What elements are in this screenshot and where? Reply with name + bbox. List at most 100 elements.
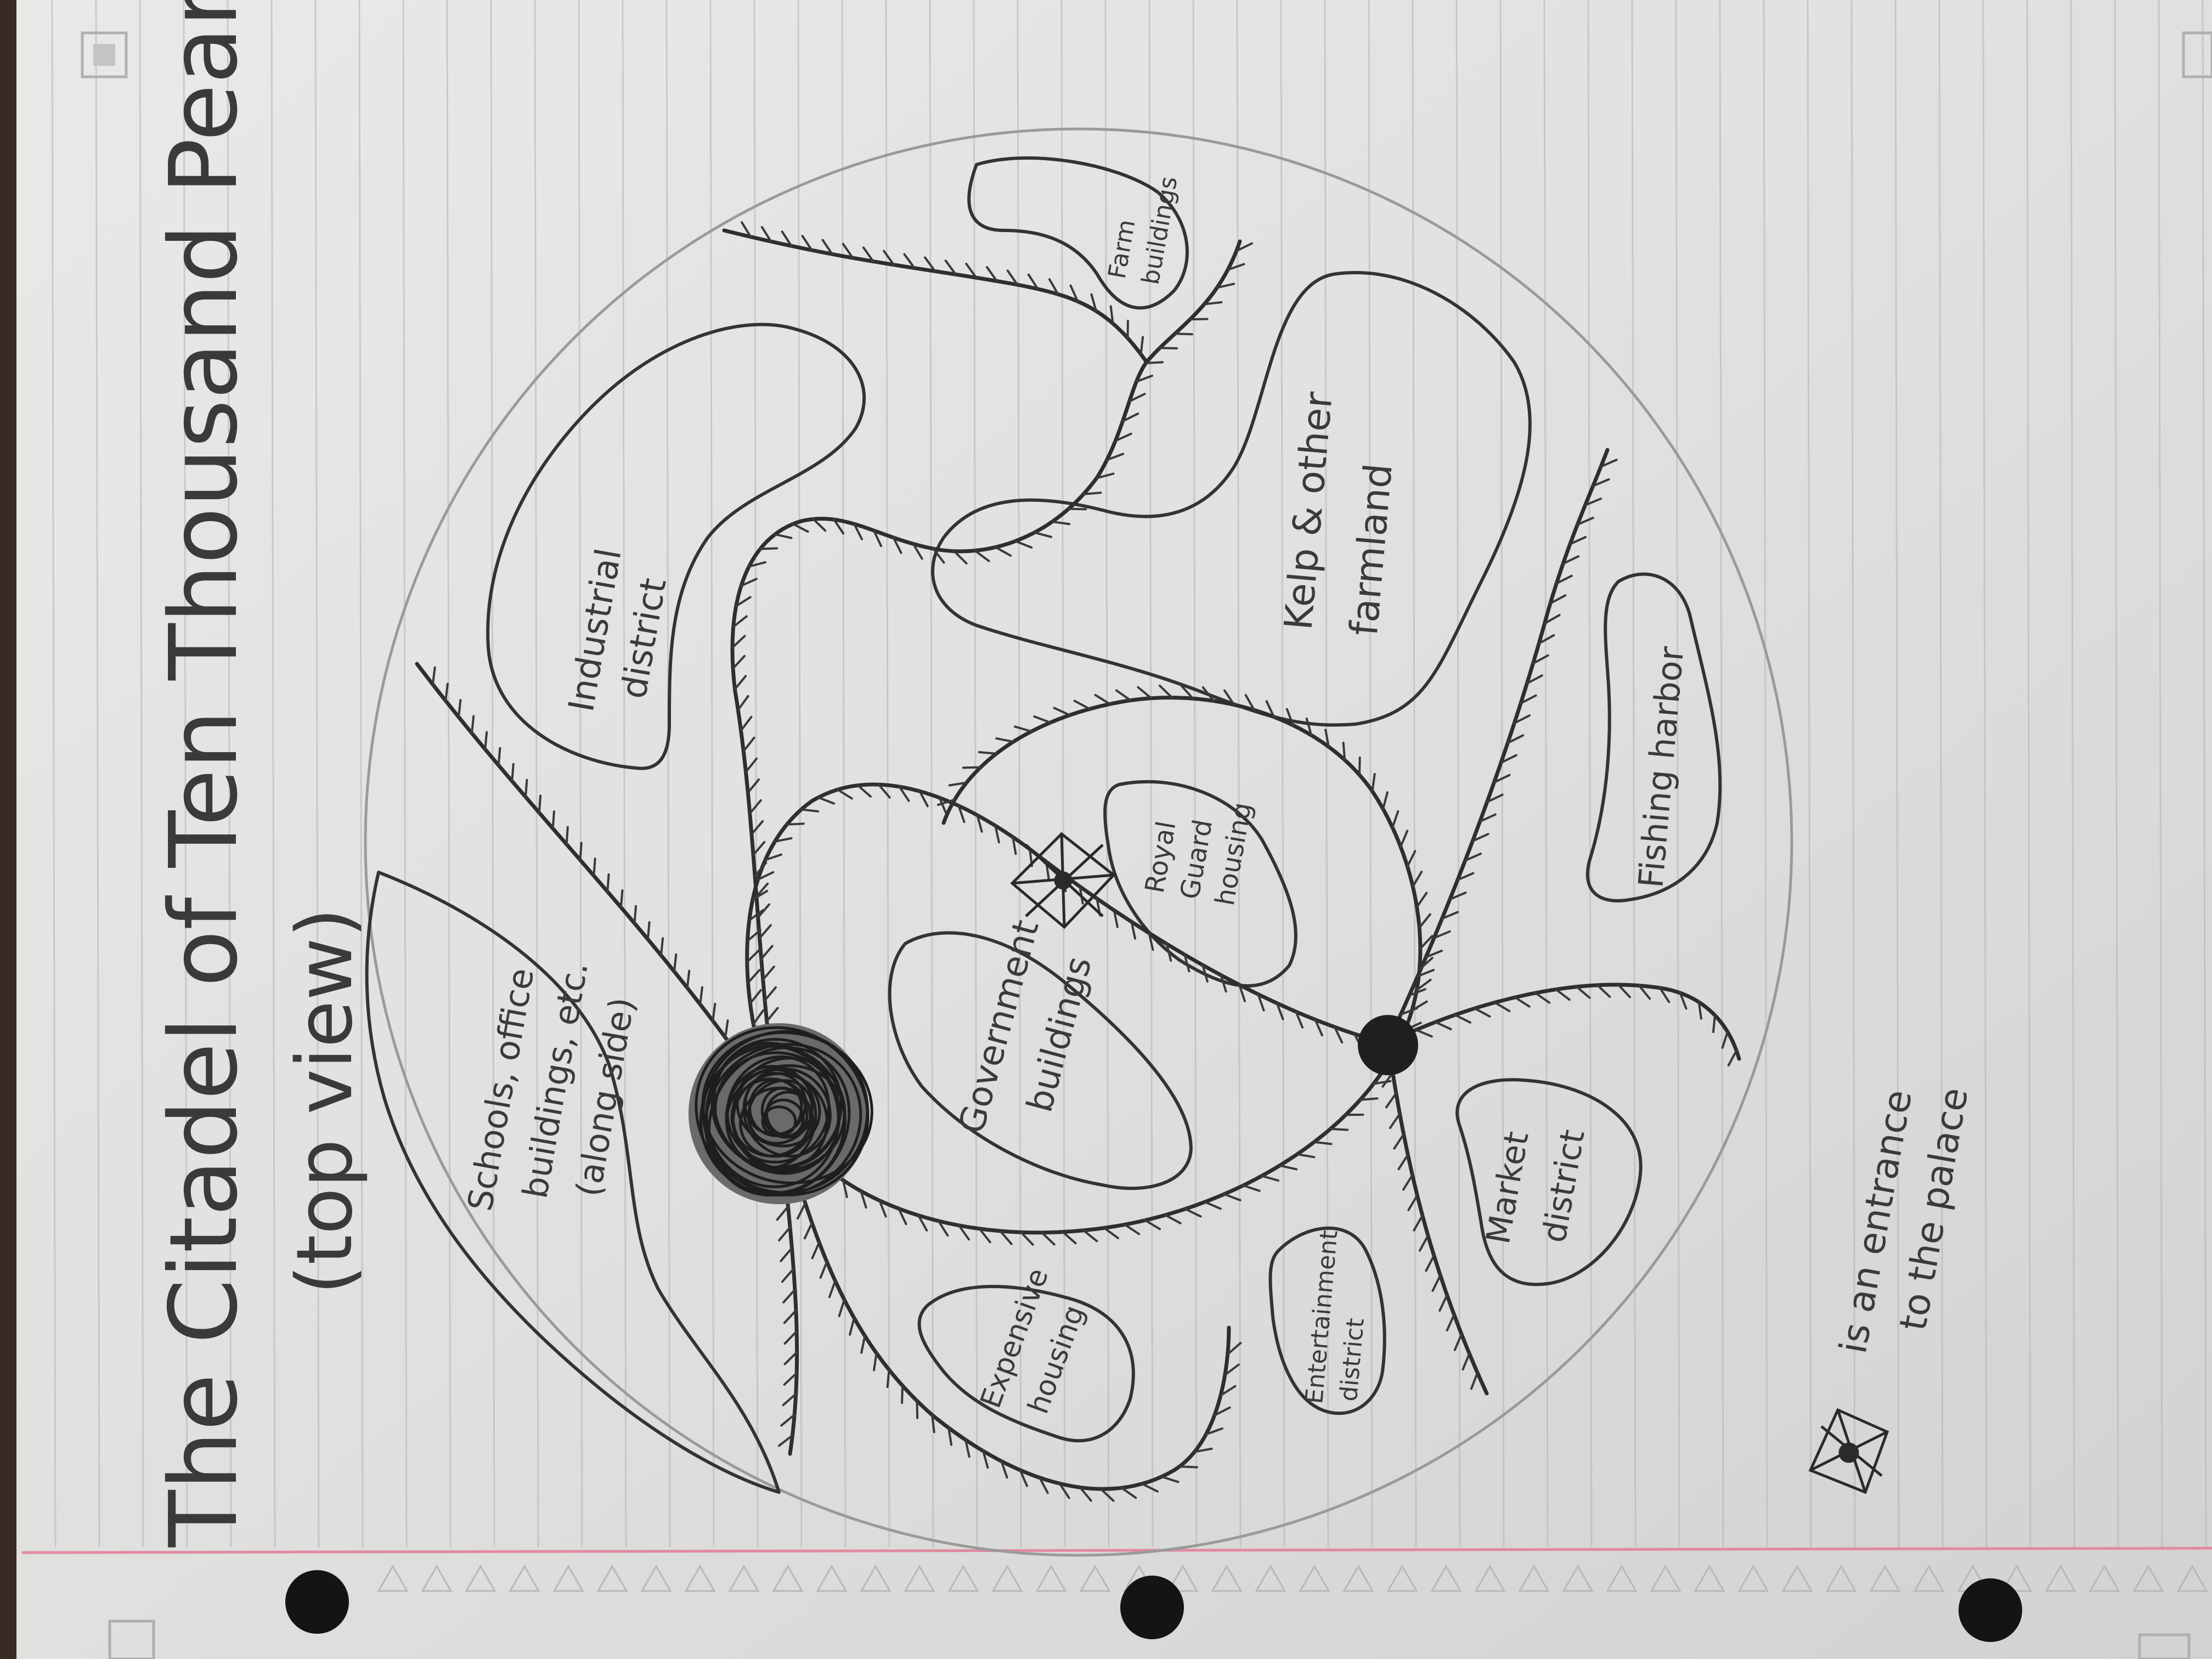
road-tick xyxy=(1020,1231,1034,1246)
ruled-line xyxy=(95,0,100,1548)
triangle-mark xyxy=(1606,1565,1638,1592)
triangle-mark xyxy=(1299,1565,1330,1592)
kelp-farmland-outline xyxy=(931,270,1532,727)
scribble-ring xyxy=(695,1026,870,1197)
road-tick xyxy=(1538,634,1555,645)
ruled-line xyxy=(2026,0,2032,1548)
road-tick xyxy=(948,781,968,787)
road-tick xyxy=(1385,1092,1397,1109)
road-tick xyxy=(1048,278,1059,296)
road-tick xyxy=(965,262,978,279)
road-tick xyxy=(1526,674,1543,685)
road-tick xyxy=(872,529,883,548)
government-outline xyxy=(888,931,1193,1190)
road-tick xyxy=(1193,1447,1213,1453)
ruled-line xyxy=(709,0,715,1548)
road-tick xyxy=(1109,305,1114,325)
corner-mark xyxy=(2138,1633,2191,1659)
ruled-line xyxy=(1543,0,1549,1548)
triangle-mark xyxy=(1167,1565,1199,1592)
road-tick xyxy=(782,1288,796,1304)
ruled-line xyxy=(2114,0,2119,1548)
road-tick xyxy=(1082,492,1102,495)
scribble-ring xyxy=(747,1079,814,1145)
triangle-mark xyxy=(991,1565,1023,1592)
road-tick xyxy=(1180,684,1194,700)
road-tick xyxy=(976,814,983,833)
road-tick xyxy=(1115,689,1132,702)
triangle-mark xyxy=(1035,1565,1067,1592)
road-tick xyxy=(1033,715,1052,724)
road-tick xyxy=(431,666,436,686)
road-tick xyxy=(551,810,555,830)
ruled-line xyxy=(1455,0,1461,1548)
road-tick xyxy=(1371,772,1376,792)
road-tick xyxy=(686,969,691,989)
road-tick xyxy=(761,966,775,981)
road-tick xyxy=(749,989,762,1005)
triangle-mark xyxy=(1386,1565,1418,1592)
road-tick xyxy=(1296,1153,1316,1159)
road-tick xyxy=(1391,810,1400,829)
road-tick xyxy=(747,778,760,794)
road-tick xyxy=(724,1019,729,1039)
road-tick xyxy=(760,945,774,960)
road-tick xyxy=(924,256,936,273)
legend-entrance-icon xyxy=(1808,1408,1889,1494)
corner-mark xyxy=(2182,31,2212,78)
road-tick xyxy=(764,986,777,1002)
road-tick xyxy=(1446,1313,1455,1331)
road-tick xyxy=(765,1007,779,1023)
road-tick xyxy=(964,1438,970,1458)
road-tick xyxy=(1575,985,1591,999)
road-tick xyxy=(1039,1476,1049,1494)
industrial-district-outline xyxy=(486,323,866,770)
road-tick xyxy=(877,783,891,799)
triangle-mark xyxy=(1869,1565,1901,1592)
road-tick xyxy=(898,785,910,802)
road-tick xyxy=(1342,741,1346,761)
road-tick xyxy=(497,747,501,766)
road-tick xyxy=(947,1426,953,1446)
road-tick xyxy=(747,561,766,568)
ruled-line xyxy=(2202,0,2207,1548)
road-tick xyxy=(1058,1482,1070,1499)
road-tick xyxy=(1094,693,1111,706)
road-tick xyxy=(444,682,449,702)
road-tick xyxy=(931,1414,935,1434)
road-tick xyxy=(524,778,528,798)
road-tick xyxy=(1158,684,1173,699)
scribble-ring xyxy=(701,1031,873,1184)
triangle-mark xyxy=(684,1565,716,1592)
road-tick xyxy=(746,929,761,943)
road-tick xyxy=(1033,531,1053,538)
road-tick xyxy=(1053,707,1071,716)
triangle-mark xyxy=(377,1565,409,1592)
road-tick xyxy=(783,1309,797,1324)
road-tick xyxy=(1513,714,1531,725)
road-tick xyxy=(856,784,872,798)
road-tick xyxy=(1201,686,1215,702)
road-tick xyxy=(1382,791,1389,810)
road-tick xyxy=(1278,1164,1298,1171)
corner-mark xyxy=(108,1620,155,1659)
road-tick xyxy=(860,1335,866,1354)
road-tick xyxy=(737,695,749,712)
road-tick xyxy=(1203,301,1223,306)
road-tick xyxy=(1276,1002,1284,1020)
road-tick xyxy=(1329,1127,1349,1131)
road-tick xyxy=(1223,689,1235,706)
road-tick xyxy=(1448,891,1467,901)
ruled-line xyxy=(51,0,57,1548)
road-tick xyxy=(1638,984,1651,1000)
road-tick xyxy=(994,546,1012,557)
triangle-mark xyxy=(1079,1565,1111,1592)
road-tick xyxy=(898,1207,907,1226)
road-tick xyxy=(1418,957,1434,970)
triangle-mark xyxy=(2045,1565,2076,1592)
road-tick xyxy=(803,1222,814,1240)
road-tick xyxy=(755,882,769,898)
road-tick xyxy=(1415,891,1428,909)
road-tick xyxy=(565,826,569,845)
ruled-line xyxy=(2070,0,2075,1548)
